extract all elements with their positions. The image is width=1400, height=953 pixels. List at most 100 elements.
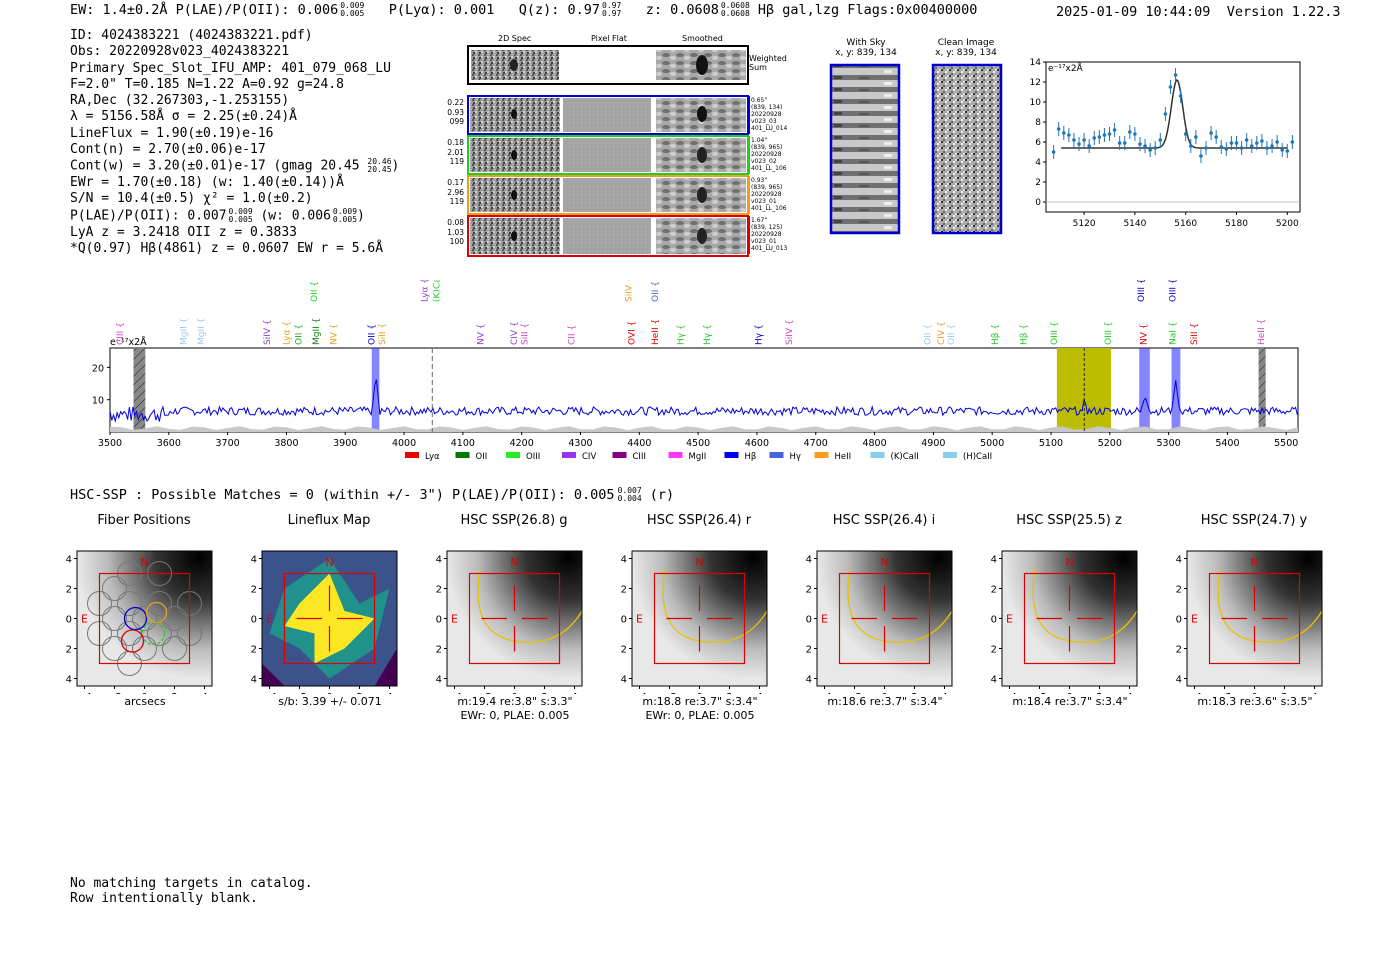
- version: Version 1.22.3: [1226, 4, 1341, 20]
- stamp-left-value: 1.03: [447, 227, 464, 237]
- panel-ytick-label: 2: [621, 585, 627, 596]
- line-marker-label: OVI {: [628, 321, 638, 345]
- panel-ytick-label: 2: [66, 585, 72, 596]
- fit-data-point: [1234, 141, 1239, 145]
- panel-ytick-label: −2: [990, 645, 997, 656]
- header-q-sup: 0.97: [602, 1, 622, 10]
- stamp-row-2: [467, 135, 749, 175]
- masked-band: [1258, 348, 1266, 432]
- spectrum-xtick-label: 5000: [980, 438, 1004, 449]
- panel-xtick-label: −2: [1217, 692, 1232, 694]
- north-label: N: [695, 556, 703, 569]
- header-z: z: 0.0608: [645, 2, 719, 18]
- legend-swatch: [455, 452, 470, 458]
- info-cont-n: Cont(n) = 2.70(±0.06)e-17: [70, 142, 266, 158]
- fit-data-point: [1219, 145, 1224, 149]
- fiber-circle: [117, 591, 142, 616]
- panel-xtick-label: 2: [171, 692, 177, 694]
- stamp-right-value: 20220928: [751, 231, 782, 238]
- panel-ytick-label: 4: [66, 555, 72, 566]
- legend-label: CIII: [633, 452, 646, 462]
- line-marker-label: OII {: [947, 324, 957, 345]
- stamp-right-value: 1.04": [751, 137, 768, 144]
- panel-xtick-label: −4: [1187, 692, 1202, 694]
- line-marker-label: SiII {: [521, 323, 531, 345]
- line-marker-label: MgII {: [197, 318, 207, 345]
- north-label: N: [880, 556, 888, 569]
- info-sn: S/N = 10.4(±0.5) χ² = 1.0(±0.2): [70, 191, 313, 207]
- spectrum-line: [109, 379, 1298, 423]
- fit-data-point: [1194, 135, 1198, 139]
- legend-swatch: [612, 452, 627, 458]
- line-marker-label: SiIV {: [263, 319, 273, 345]
- legend-label: Hβ: [745, 452, 757, 462]
- panel-ytick-label: 0: [806, 615, 812, 626]
- cont-w-sub: 20.45: [367, 165, 392, 175]
- clean-image-xy: x, y: 839, 134: [935, 48, 997, 58]
- spectrum-xtick-label: 5300: [1157, 438, 1181, 449]
- line-marker-label: OIII {: [1050, 321, 1060, 345]
- panel-ytick-label: 2: [806, 585, 812, 596]
- fit-xtick-label: 5160: [1174, 219, 1197, 229]
- panel-xtick-label: 4: [386, 692, 392, 694]
- hsc-panel-caption: m:18.4 re:3.7" s:3.4": [1012, 695, 1128, 708]
- legend-swatch: [724, 452, 739, 458]
- fit-data-point: [1265, 146, 1269, 150]
- info-primary: Primary Spec_Slot_IFU_AMP: 401_079_068_L…: [70, 60, 391, 76]
- stamp-right-value: 20220928: [751, 151, 782, 158]
- spectrum-xtick-label: 4400: [627, 438, 651, 449]
- fit-data-point: [1214, 135, 1218, 139]
- panel-xtick-label: −2: [847, 692, 862, 694]
- stamp-row-4: [467, 215, 749, 257]
- panel-xtick-label: 0: [141, 692, 147, 694]
- search-box: [838, 572, 931, 665]
- legend-swatch: [562, 452, 576, 458]
- masked-band: [1171, 348, 1181, 432]
- stamp-left-label: 0.08 1.03 100: [446, 218, 464, 247]
- stamp-color-bar: [748, 176, 750, 214]
- header-q-sub: 0.97: [602, 9, 622, 18]
- panel-ytick-label: −4: [990, 675, 997, 686]
- hsc-panel-title: Fiber Positions: [97, 513, 191, 528]
- fiber-circle: [102, 636, 127, 661]
- fit-data-point: [1229, 141, 1234, 145]
- fit-data-point: [1082, 138, 1086, 142]
- north-label: N: [1250, 556, 1258, 569]
- hsc-panel: HSC SSP(25.5) zNE−4−2024420−2−4m:18.4 re…: [990, 513, 1160, 723]
- fit-data-point: [1173, 73, 1178, 77]
- stamp-grid: [467, 45, 749, 257]
- spectrum-xtick-label: 5400: [1215, 438, 1239, 449]
- plae-end: ): [357, 208, 365, 224]
- stamp-color-bar: [748, 136, 750, 174]
- line-marker-label: Hγ {: [755, 324, 765, 345]
- cont-w-sup: 20.46: [367, 157, 392, 167]
- east-label: E: [1191, 613, 1198, 626]
- panel-ytick-label: −4: [65, 675, 72, 686]
- east-label: E: [636, 613, 643, 626]
- weighted-sum-label: Weighted Sum: [749, 54, 787, 72]
- east-label: E: [1006, 613, 1013, 626]
- spectrum-xtick-label: 4100: [451, 438, 475, 449]
- hsc-panel: HSC SSP(24.7) yNE−4−2024420−2−4m:18.3 re…: [1175, 513, 1345, 723]
- line-marker-label: Hβ {: [1019, 324, 1029, 345]
- fit-data-point: [1239, 146, 1244, 150]
- fit-data-point: [1270, 144, 1274, 148]
- line-marker-label: CIII {: [116, 322, 126, 345]
- panel-xtick-label: 0: [1251, 692, 1257, 694]
- lineflux-corner: [374, 648, 397, 686]
- stamp-right-value: 401_LU_013: [751, 245, 788, 252]
- panel-xtick-label: −4: [77, 692, 92, 694]
- fit-data-point: [1097, 135, 1102, 139]
- north-label: N: [1065, 556, 1073, 569]
- legend-swatch: [405, 452, 419, 458]
- fiber-circle: [102, 606, 127, 631]
- fit-data-point: [1148, 148, 1152, 152]
- legend-swatch: [506, 452, 520, 458]
- panel-ytick-label: 0: [436, 615, 442, 626]
- fit-data-point: [1077, 142, 1081, 146]
- full-spectrum-chart: 3500 3600 3700 3800 3900 4000 4100 4200 4300 4400…: [92, 280, 1299, 462]
- fit-ytick-label: 6: [1035, 138, 1041, 148]
- hsc-panel: Fiber Positions N E −4 −2 0 2 4 4 2 0 −2 −4 arcsecs: [65, 513, 235, 723]
- weighted-sum-frame: [467, 45, 749, 85]
- catalog-note: No matching targets in catalog. Row inte…: [70, 876, 313, 906]
